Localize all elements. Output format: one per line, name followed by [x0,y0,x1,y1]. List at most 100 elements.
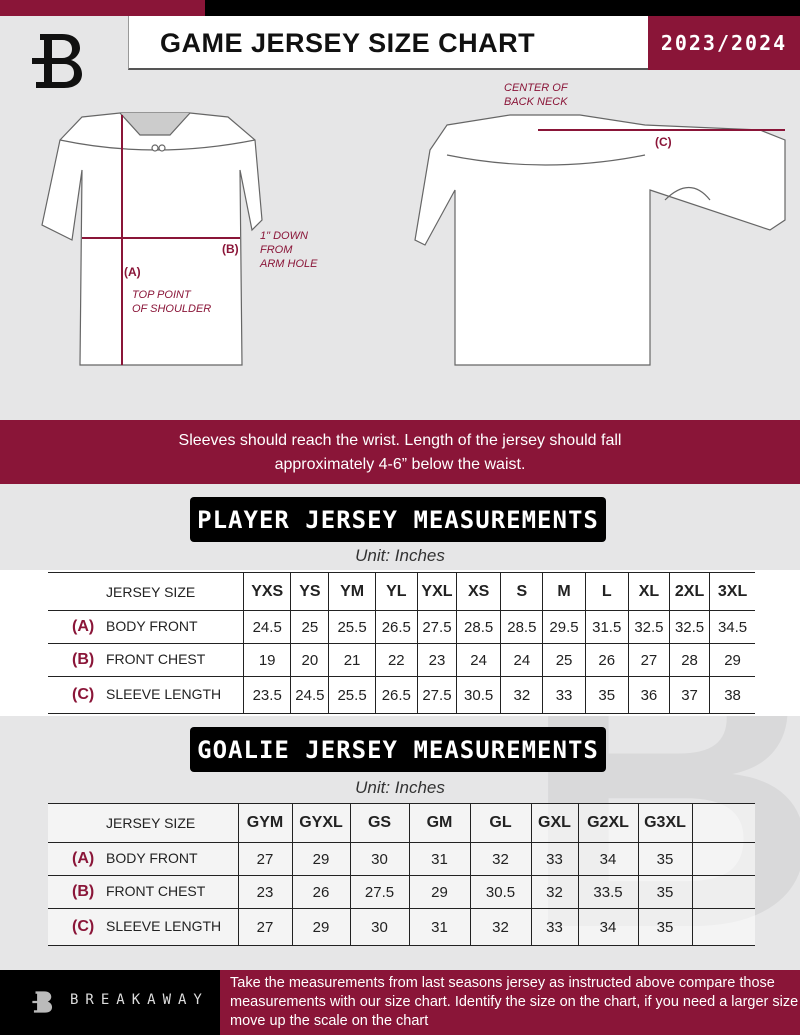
top-accent-bar [0,0,205,16]
measurement-cell: 24.5 [243,610,292,644]
row-code: (B) [72,883,95,900]
measurement-cell: 36 [627,676,671,714]
measurement-cell: 30 [349,908,410,946]
measurement-cell: 34 [577,842,639,876]
measurement-cell: 34 [577,908,639,946]
size-header: YXS [243,572,292,611]
measurement-cell: 32.5 [627,610,671,644]
header-title-box [128,16,648,70]
measurement-cell: 23.5 [243,676,292,714]
measurement-cell: 23 [237,875,293,909]
measurement-cell: 26 [291,875,351,909]
measurement-cell: 29.5 [542,610,586,644]
size-header: YL [374,572,418,611]
row-code: (A) [72,618,95,635]
goalie-section-title: GOALIE JERSEY MEASUREMENTS [190,727,606,772]
measurement-cell: 29 [291,908,351,946]
measurement-cell [691,875,755,909]
note-a: TOP POINT OF SHOULDER [132,289,212,315]
back-jersey-outline [414,114,786,366]
measurement-cell: 30.5 [455,676,502,714]
size-header: GS [349,803,410,843]
row-code: (C) [72,686,95,703]
measurement-cell: 28.5 [455,610,502,644]
measurement-cell: 27.5 [416,676,458,714]
row-name: FRONT CHEST [106,883,206,899]
row-code: (C) [72,918,95,935]
table-header-row: JERSEY SIZE GYM GYXL GS GM GL GXL G2XL G3XL [48,803,755,843]
label-b: (B) [222,242,239,256]
measurement-cell: 19 [243,643,292,677]
row-name: BODY FRONT [106,618,198,634]
label-a: (A) [124,265,141,279]
jersey-size-header: JERSEY SIZE [48,572,245,611]
size-header: 2XL [668,572,711,611]
measurement-cell: 29 [291,842,351,876]
measurement-cell: 21 [328,643,376,677]
row-label: (C) SLEEVE LENGTH [48,908,239,946]
table-header-row: JERSEY SIZE YXS YS YM YL YXL XS S M L XL 2XL 3XL [48,572,755,611]
measurement-cell: 34.5 [709,610,755,644]
row-label: (B) FRONT CHEST [48,875,239,909]
size-header: G3XL [637,803,693,843]
measurement-cell: 29 [709,643,755,677]
player-unit: Unit: Inches [355,546,445,565]
measurement-cell: 26 [584,643,629,677]
table-row: (A) BODY FRONT 24.5 25 25.5 26.5 27.5 28.5 28.5 2… [48,610,755,644]
row-label: (B) FRONT CHEST [48,643,245,677]
size-header: YXL [416,572,458,611]
banner-line-2: approximately 4-6” below the waist. [274,456,526,473]
measurement-cell: 33 [530,842,579,876]
footer-instructions: Take the measurements from last seasons … [220,970,800,1035]
measurement-lines [82,115,785,365]
size-header: M [542,572,586,611]
footer-brand-name: BREAKAWAY [70,992,209,1008]
jersey-size-header: JERSEY SIZE [48,803,239,843]
row-name: BODY FRONT [106,850,198,866]
measurement-cell: 22 [374,643,418,677]
size-header: YM [328,572,376,611]
size-header: 3XL [709,572,755,611]
measurement-cell: 25 [290,610,330,644]
jersey-diagram [41,112,786,366]
measurement-cell: 38 [709,676,755,714]
measurement-cell: 37 [668,676,711,714]
row-name: SLEEVE LENGTH [106,918,222,934]
measurement-cell: 32 [500,676,544,714]
size-header: GYM [237,803,293,843]
measurement-cell: 31 [408,842,471,876]
row-label: (A) BODY FRONT [48,842,239,876]
goalie-size-table: JERSEY SIZE GYM GYXL GS GM GL GXL G2XL G3XL (A) BO… [48,803,755,946]
measurement-cell: 31.5 [584,610,629,644]
size-header: XS [455,572,502,611]
measurement-cell: 33 [530,908,579,946]
size-header: S [500,572,544,611]
size-header: GM [408,803,471,843]
measurement-cell: 25.5 [328,610,376,644]
row-name: SLEEVE LENGTH [106,686,222,702]
measurement-cell: 24.5 [290,676,330,714]
fit-instructions-banner: Sleeves should reach the wrist. Length o… [0,420,800,484]
label-c: (C) [655,135,672,149]
row-label: (A) BODY FRONT [48,610,245,644]
measurement-cell [691,842,755,876]
row-name: FRONT CHEST [106,651,206,667]
measurement-cell: 23 [416,643,458,677]
measurement-cell: 27 [237,842,293,876]
size-header: GXL [530,803,579,843]
measurement-cell: 32 [469,842,532,876]
row-label: (C) SLEEVE LENGTH [48,676,245,714]
size-header: L [584,572,629,611]
measurement-cell: 24 [500,643,544,677]
footer-logo-icon [32,991,53,1013]
measurement-cell: 25.5 [328,676,376,714]
size-header: GYXL [291,803,351,843]
measurement-cell: 32 [530,875,579,909]
measurement-cell: 27.5 [416,610,458,644]
measurement-cell: 30.5 [469,875,532,909]
measurement-cell: 28.5 [500,610,544,644]
season-badge: 2023/2024 [648,16,800,70]
top-black-bar [205,0,800,16]
player-size-table: JERSEY SIZE YXS YS YM YL YXL XS S M L XL 2XL 3XL (A) B… [48,572,755,714]
measurement-cell: 27 [237,908,293,946]
